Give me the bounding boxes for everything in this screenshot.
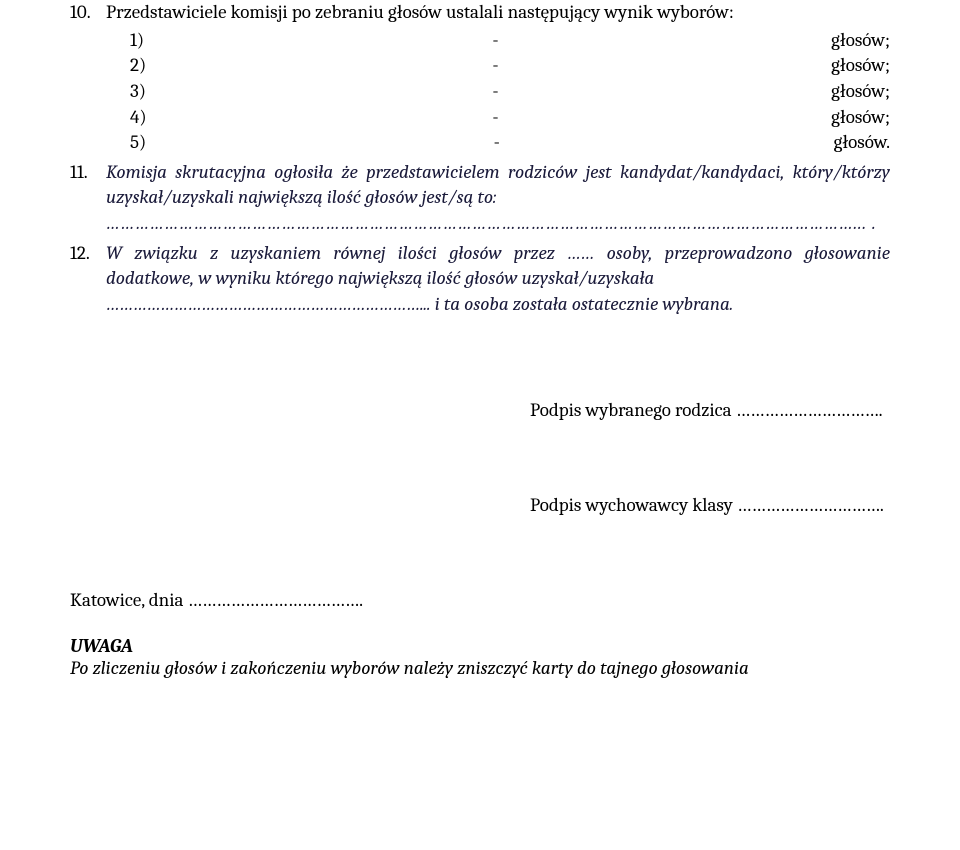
list-item-12: 12. W związku z uzyskaniem równej ilości… — [70, 241, 890, 292]
sublist-row: 3) - głosów; — [130, 79, 890, 105]
sub-number: 1) — [130, 28, 160, 54]
item-12-continuation: ……………………………………………………………... i ta osoba zo… — [106, 292, 890, 318]
sub-dash: - — [160, 53, 831, 79]
sub-number: 2) — [130, 53, 160, 79]
note-text: Po zliczeniu głosów i zakończeniu wyboró… — [70, 657, 890, 679]
item-number: 11. — [70, 160, 106, 211]
signature-teacher: Podpis wychowawcy klasy …………………………. — [70, 493, 890, 519]
sub-dash: - — [160, 79, 831, 105]
item-number: 12. — [70, 241, 106, 292]
sublist-row: 4) - głosów; — [130, 105, 890, 131]
sub-label: głosów. — [834, 130, 890, 156]
signature-parent: Podpis wybranego rodzica …………………………. — [70, 398, 890, 424]
place-date-line: Katowice, dnia ………………………………. — [70, 589, 890, 611]
item-text: Komisja skrutacyjna ogłosiła że przedsta… — [106, 160, 890, 211]
dotted-line: …………………………………………………………………………………………………………… — [106, 211, 890, 237]
sub-label: głosów; — [831, 79, 890, 105]
sub-dash: - — [160, 28, 831, 54]
sub-dash: - — [160, 105, 831, 131]
list-item-11: 11. Komisja skrutacyjna ogłosiła że prze… — [70, 160, 890, 211]
signature-block: Podpis wybranego rodzica …………………………. Pod… — [70, 398, 890, 519]
sub-number: 3) — [130, 79, 160, 105]
sublist-row: 1) - głosów; — [130, 28, 890, 54]
sub-number: 5) — [130, 130, 160, 156]
sublist-row: 2) - głosów; — [130, 53, 890, 79]
list-item-10: 10. Przedstawiciele komisji po zebraniu … — [70, 0, 890, 26]
sub-label: głosów; — [831, 53, 890, 79]
sublist-10: 1) - głosów; 2) - głosów; 3) - głosów; 4… — [130, 28, 890, 156]
sub-dash: - — [160, 130, 834, 156]
item-text: W związku z uzyskaniem równej ilości gło… — [106, 241, 890, 292]
item-text: Przedstawiciele komisji po zebraniu głos… — [106, 0, 890, 26]
item-number: 10. — [70, 0, 106, 26]
sub-label: głosów; — [831, 105, 890, 131]
document-page: 10. Przedstawiciele komisji po zebraniu … — [0, 0, 960, 679]
sub-label: głosów; — [831, 28, 890, 54]
sublist-row: 5) - głosów. — [130, 130, 890, 156]
note-title: UWAGA — [70, 635, 890, 657]
sub-number: 4) — [130, 105, 160, 131]
